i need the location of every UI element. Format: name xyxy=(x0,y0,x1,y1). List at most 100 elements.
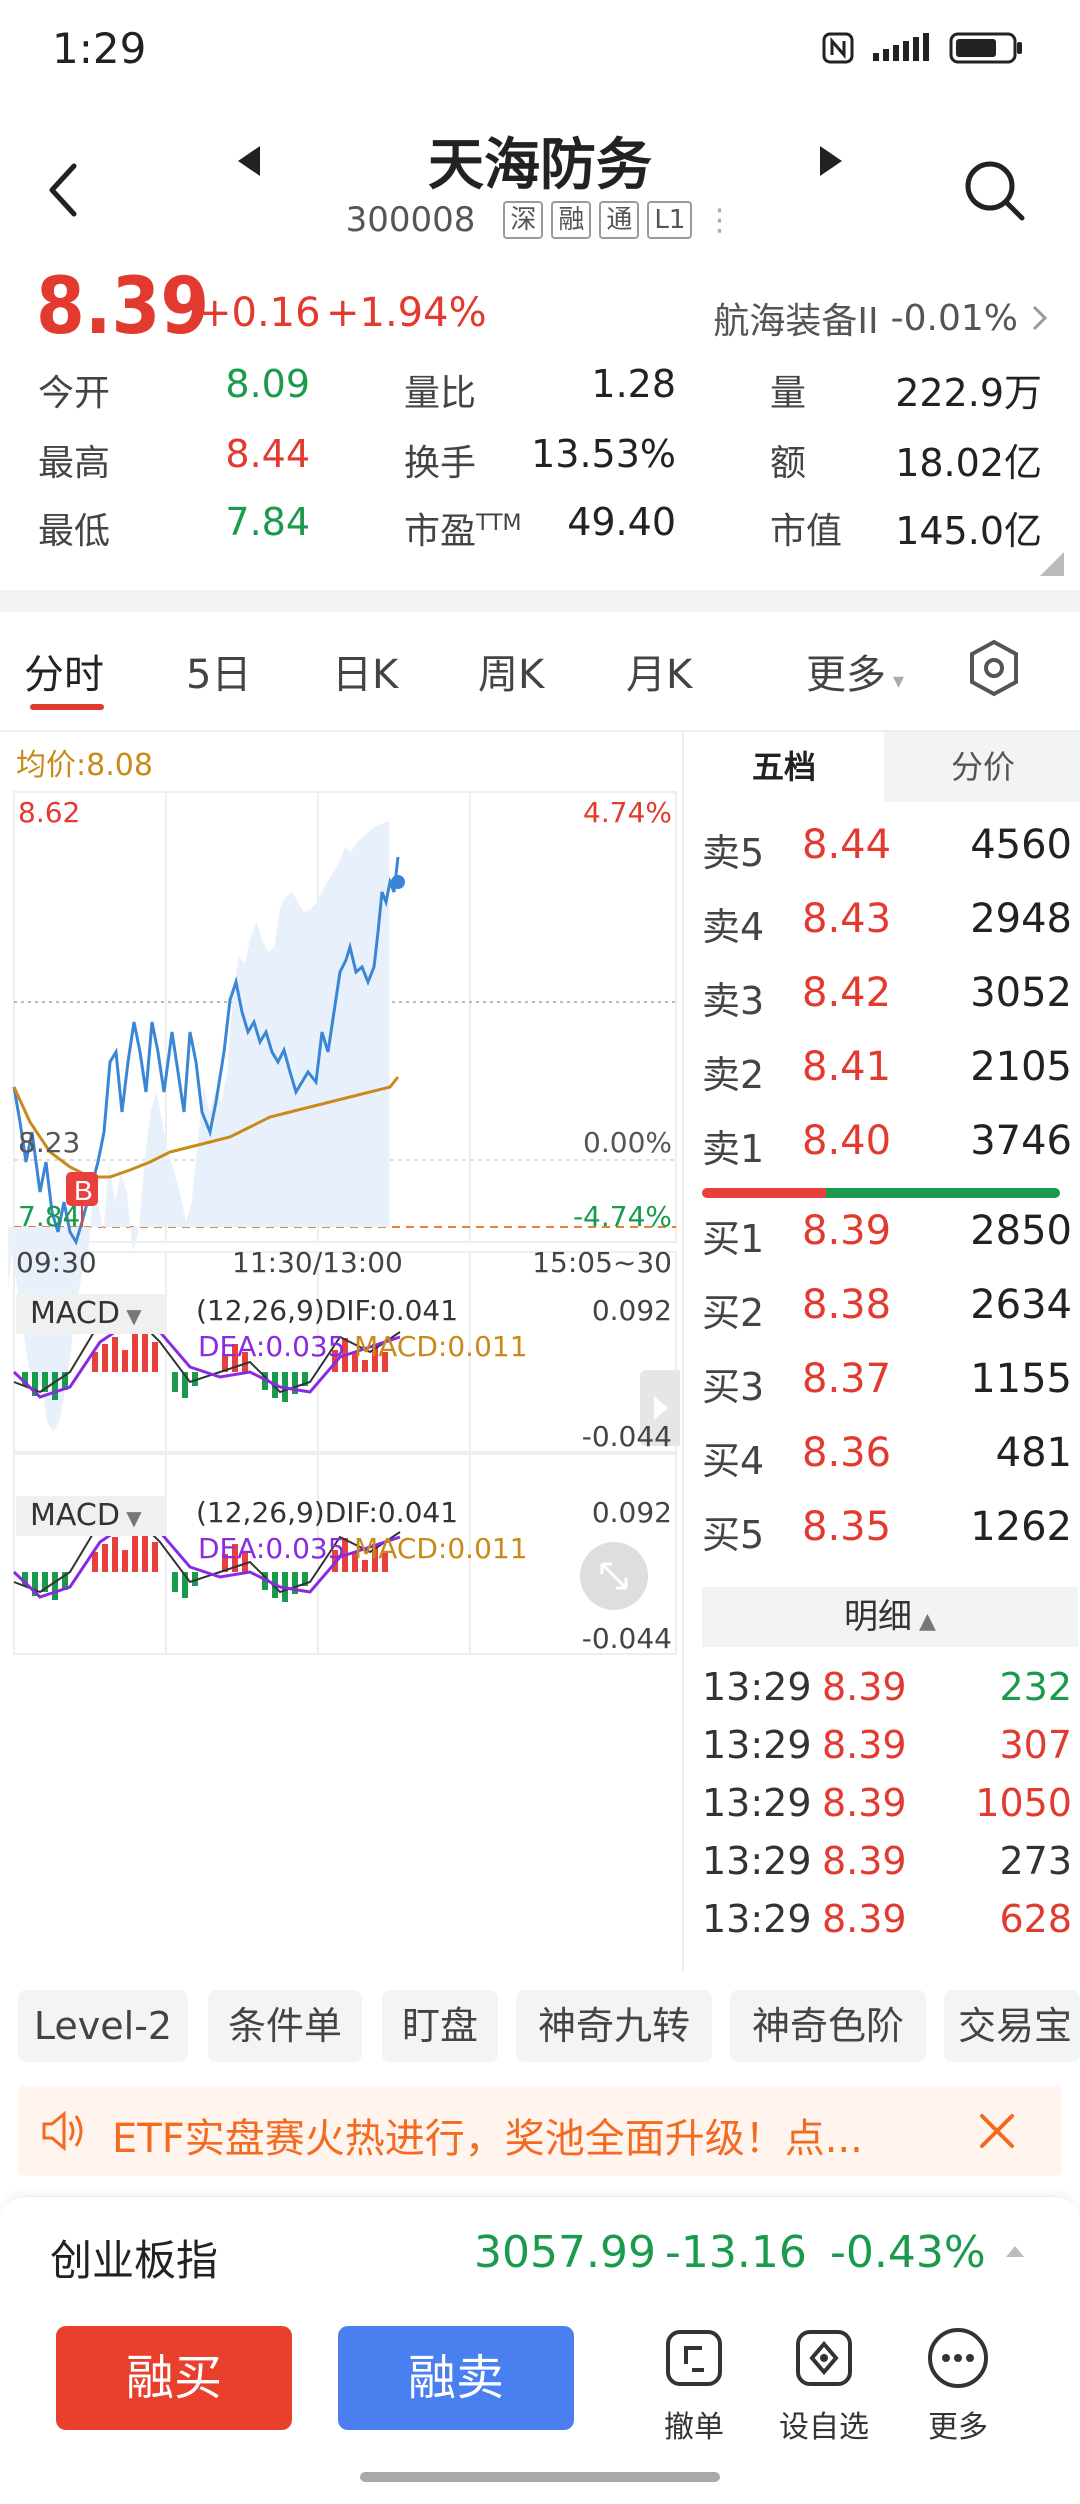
ask-row-2[interactable]: 卖2 8.41 2105 xyxy=(702,1044,1072,1097)
index-pct: -0.43% xyxy=(830,2227,986,2278)
price-area xyxy=(8,822,390,1432)
status-bar: 1:29 xyxy=(0,0,1080,100)
more-dots-icon xyxy=(928,2328,988,2388)
volume-label: 量 xyxy=(770,373,807,414)
tool-magic-nine[interactable]: 神奇九转 xyxy=(516,1990,712,2062)
low-label: 最低 xyxy=(38,511,111,552)
banner-text: ETF实盘赛火热进行，奖池全面升级！点... xyxy=(112,2116,863,2162)
ask-row-3[interactable]: 卖3 8.42 3052 xyxy=(702,970,1072,1023)
orderbook-tabs: 五档 分价 xyxy=(684,732,1080,802)
ask-row-5[interactable]: 卖5 8.44 4560 xyxy=(702,822,1072,875)
index-name: 创业板指 xyxy=(50,2236,219,2285)
open-value: 8.09 xyxy=(225,362,310,406)
price-change: +0.16 xyxy=(198,290,321,336)
macd1-params: (12,26,9)DIF:0.041 xyxy=(196,1294,459,1327)
trade-row: 13:29 8.39 232 xyxy=(702,1665,1072,1709)
expand-corner-icon[interactable] xyxy=(1040,552,1064,576)
mktcap-value: 145.0亿 xyxy=(895,509,1042,553)
expand-panel-handle[interactable] xyxy=(640,1370,680,1446)
detail-toggle[interactable]: 明细 ▲ xyxy=(702,1587,1078,1647)
y-mid-label: 8.23 xyxy=(18,1126,81,1159)
bid-row-1[interactable]: 买1 8.39 2850 xyxy=(702,1208,1072,1261)
avg-price-line xyxy=(12,1076,400,1179)
tool-level2[interactable]: Level-2 xyxy=(18,1990,188,2062)
macd2-params: (12,26,9)DIF:0.041 xyxy=(196,1496,459,1529)
tab-price-distribution[interactable]: 分价 xyxy=(884,732,1080,802)
fullscreen-icon xyxy=(600,1562,628,1590)
speaker-icon xyxy=(42,2110,83,2152)
macd2-selector[interactable]: MACD ▼ xyxy=(16,1496,166,1536)
vol-ratio-value: 1.28 xyxy=(591,362,676,406)
tool-conditional-order[interactable]: 条件单 xyxy=(208,1990,362,2062)
settings-hexagon-icon[interactable] xyxy=(966,638,1022,698)
tab-underline xyxy=(30,704,104,710)
prev-stock-icon[interactable] xyxy=(234,144,264,178)
current-price: 8.39 xyxy=(36,262,210,352)
tools-bar: Level-2 条件单 盯盘 神奇九转 神奇色阶 交易宝 xyxy=(0,1990,1080,2070)
promo-banner[interactable]: ETF实盘赛火热进行，奖池全面升级！点... xyxy=(18,2086,1062,2176)
index-ticker[interactable]: 创业板指 3057.99 -13.16 -0.43% xyxy=(0,2196,1080,2306)
volume-value: 222.9万 xyxy=(895,371,1042,415)
section-divider xyxy=(0,590,1080,612)
search-icon[interactable] xyxy=(962,158,1028,224)
macd2-max: 0.092 xyxy=(591,1496,672,1529)
intraday-chart[interactable]: 均价:8.08 B xyxy=(0,732,680,1972)
signal-icon xyxy=(873,33,929,61)
bid-row-4[interactable]: 买4 8.36 481 xyxy=(702,1430,1072,1483)
tool-watch[interactable]: 盯盘 xyxy=(382,1990,498,2062)
ask-row-4[interactable]: 卖4 8.43 2948 xyxy=(702,896,1072,949)
cancel-order-button[interactable]: 撤单 xyxy=(644,2326,744,2446)
triangle-up-icon[interactable] xyxy=(1004,2243,1026,2259)
watchlist-icon xyxy=(796,2330,852,2386)
add-watchlist-button[interactable]: 设自选 xyxy=(774,2326,874,2446)
tab-weekly-k[interactable]: 周K xyxy=(478,652,545,698)
status-icons xyxy=(821,30,1025,66)
x-mid-label: 11:30/13:00 xyxy=(232,1246,403,1279)
back-icon[interactable] xyxy=(44,160,84,220)
ask-row-1[interactable]: 卖1 8.40 3746 xyxy=(702,1118,1072,1171)
price-current-dot xyxy=(391,875,405,889)
nfc-icon xyxy=(822,32,854,64)
pe-value: 49.40 xyxy=(567,500,676,544)
tab-daily-k[interactable]: 日K xyxy=(332,652,399,698)
price-change-pct: +1.94% xyxy=(326,290,487,336)
tab-more[interactable]: 更多 ▾ xyxy=(806,652,905,698)
tab-intraday[interactable]: 分时 xyxy=(24,652,104,698)
close-icon[interactable] xyxy=(976,2110,1018,2152)
stock-code: 300008 xyxy=(345,200,476,240)
margin-sell-button[interactable]: 融卖 xyxy=(338,2326,574,2430)
tab-monthly-k[interactable]: 月K xyxy=(626,652,693,698)
pe-sup: TTM xyxy=(476,511,522,536)
tag-shenzhen: 深 xyxy=(503,201,544,239)
tool-trade-treasure[interactable]: 交易宝 xyxy=(944,1990,1080,2062)
price-line xyxy=(12,856,400,1246)
tab-five-levels[interactable]: 五档 xyxy=(684,732,884,802)
fullscreen-button[interactable] xyxy=(580,1542,648,1610)
sector-link[interactable]: 航海装备II -0.01% xyxy=(713,292,1050,344)
buy-marker: B xyxy=(74,1175,93,1206)
triangle-up-icon: ▲ xyxy=(912,1609,936,1634)
margin-buy-button[interactable]: 融买 xyxy=(56,2326,292,2430)
bid-row-2[interactable]: 买2 8.38 2634 xyxy=(702,1282,1072,1335)
home-indicator[interactable] xyxy=(360,2472,720,2482)
open-label: 今开 xyxy=(38,373,111,414)
more-dots-icon[interactable]: ⋮ xyxy=(704,202,735,238)
macd1-dea: DEA:0.035 xyxy=(198,1330,346,1363)
ask-ratio-bar xyxy=(702,1188,826,1198)
next-stock-icon[interactable] xyxy=(816,144,846,178)
tag-margin: 融 xyxy=(551,201,592,239)
bid-row-3[interactable]: 买3 8.37 1155 xyxy=(702,1356,1072,1409)
chart-tabs: 分时 5日 日K 周K 月K 更多 ▾ xyxy=(0,612,1080,732)
pct-mid-label: 0.00% xyxy=(583,1126,672,1159)
avg-price-label: 均价:8.08 xyxy=(16,748,153,783)
index-change: -13.16 xyxy=(665,2227,807,2278)
macd1-selector[interactable]: MACD ▼ xyxy=(16,1294,166,1334)
macd1-macd: MACD:0.011 xyxy=(354,1330,528,1363)
bid-row-5[interactable]: 买5 8.35 1262 xyxy=(702,1504,1072,1557)
sector-pct: -0.01% xyxy=(890,297,1018,339)
vol-ratio-label: 量比 xyxy=(404,373,477,414)
tab-5day[interactable]: 5日 xyxy=(186,652,252,698)
low-value: 7.84 xyxy=(225,500,310,544)
tool-magic-color[interactable]: 神奇色阶 xyxy=(730,1990,926,2062)
more-button[interactable]: 更多 xyxy=(908,2326,1008,2446)
